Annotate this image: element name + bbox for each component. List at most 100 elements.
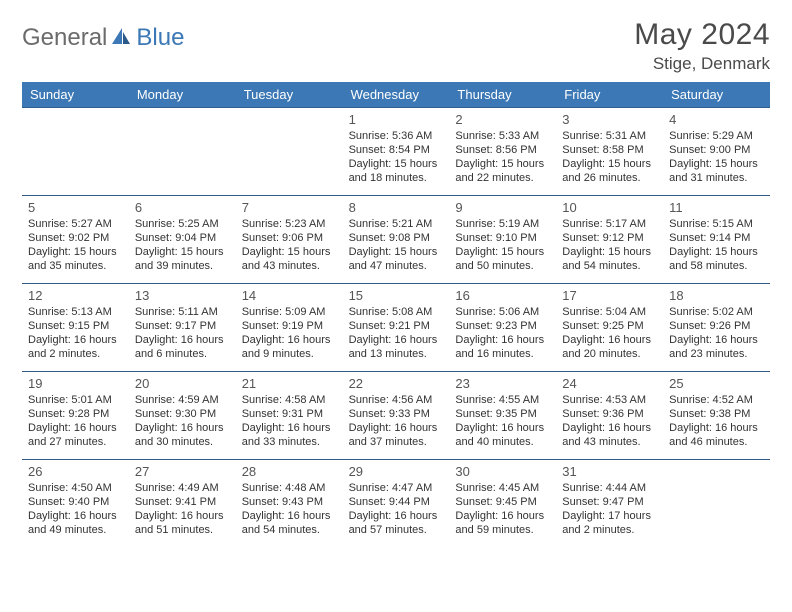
sunset-text: Sunset: 9:47 PM bbox=[562, 496, 657, 510]
dow-cell: Tuesday bbox=[236, 82, 343, 107]
daylight-text: Daylight: 15 hours bbox=[669, 246, 764, 260]
calendar-page: General Blue May 2024 Stige, Denmark Sun… bbox=[0, 0, 792, 565]
daylight-text: and 20 minutes. bbox=[562, 348, 657, 362]
day-cell: 3Sunrise: 5:31 AMSunset: 8:58 PMDaylight… bbox=[556, 107, 663, 195]
sunrise-text: Sunrise: 5:02 AM bbox=[669, 306, 764, 320]
day-number: 3 bbox=[562, 112, 657, 128]
day-number: 17 bbox=[562, 288, 657, 304]
dow-cell: Friday bbox=[556, 82, 663, 107]
daylight-text: Daylight: 16 hours bbox=[28, 510, 123, 524]
day-number: 11 bbox=[669, 200, 764, 216]
empty-cell bbox=[22, 107, 129, 195]
daylight-text: Daylight: 16 hours bbox=[28, 422, 123, 436]
daylight-text: and 26 minutes. bbox=[562, 172, 657, 186]
brand-part2: Blue bbox=[136, 24, 184, 52]
sunset-text: Sunset: 9:00 PM bbox=[669, 144, 764, 158]
brand-logo: General Blue bbox=[22, 18, 184, 52]
daylight-text: Daylight: 16 hours bbox=[349, 510, 444, 524]
month-title: May 2024 bbox=[634, 18, 770, 52]
daylight-text: Daylight: 16 hours bbox=[242, 510, 337, 524]
sunset-text: Sunset: 9:21 PM bbox=[349, 320, 444, 334]
sail-icon bbox=[110, 26, 132, 51]
daylight-text: Daylight: 15 hours bbox=[349, 246, 444, 260]
empty-cell bbox=[663, 459, 770, 547]
day-cell: 19Sunrise: 5:01 AMSunset: 9:28 PMDayligh… bbox=[22, 371, 129, 459]
daylight-text: Daylight: 15 hours bbox=[562, 246, 657, 260]
daylight-text: and 37 minutes. bbox=[349, 436, 444, 450]
sunset-text: Sunset: 9:12 PM bbox=[562, 232, 657, 246]
day-cell: 26Sunrise: 4:50 AMSunset: 9:40 PMDayligh… bbox=[22, 459, 129, 547]
sunrise-text: Sunrise: 5:13 AM bbox=[28, 306, 123, 320]
day-number: 1 bbox=[349, 112, 444, 128]
day-number: 13 bbox=[135, 288, 230, 304]
daylight-text: and 31 minutes. bbox=[669, 172, 764, 186]
sunrise-text: Sunrise: 5:31 AM bbox=[562, 130, 657, 144]
daylight-text: and 16 minutes. bbox=[455, 348, 550, 362]
day-cell: 10Sunrise: 5:17 AMSunset: 9:12 PMDayligh… bbox=[556, 195, 663, 283]
daylight-text: Daylight: 16 hours bbox=[669, 334, 764, 348]
day-cell: 12Sunrise: 5:13 AMSunset: 9:15 PMDayligh… bbox=[22, 283, 129, 371]
sunset-text: Sunset: 9:45 PM bbox=[455, 496, 550, 510]
daylight-text: and 58 minutes. bbox=[669, 260, 764, 274]
day-cell: 22Sunrise: 4:56 AMSunset: 9:33 PMDayligh… bbox=[343, 371, 450, 459]
day-cell: 28Sunrise: 4:48 AMSunset: 9:43 PMDayligh… bbox=[236, 459, 343, 547]
daylight-text: Daylight: 15 hours bbox=[135, 246, 230, 260]
sunset-text: Sunset: 8:56 PM bbox=[455, 144, 550, 158]
sunset-text: Sunset: 9:10 PM bbox=[455, 232, 550, 246]
sunrise-text: Sunrise: 4:52 AM bbox=[669, 394, 764, 408]
daylight-text: and 23 minutes. bbox=[669, 348, 764, 362]
sunset-text: Sunset: 9:31 PM bbox=[242, 408, 337, 422]
daylight-text: and 6 minutes. bbox=[135, 348, 230, 362]
sunrise-text: Sunrise: 5:33 AM bbox=[455, 130, 550, 144]
sunset-text: Sunset: 9:35 PM bbox=[455, 408, 550, 422]
daylight-text: Daylight: 15 hours bbox=[669, 158, 764, 172]
sunset-text: Sunset: 9:28 PM bbox=[28, 408, 123, 422]
day-number: 2 bbox=[455, 112, 550, 128]
daylight-text: and 59 minutes. bbox=[455, 524, 550, 538]
day-cell: 20Sunrise: 4:59 AMSunset: 9:30 PMDayligh… bbox=[129, 371, 236, 459]
daylight-text: Daylight: 16 hours bbox=[455, 510, 550, 524]
day-cell: 15Sunrise: 5:08 AMSunset: 9:21 PMDayligh… bbox=[343, 283, 450, 371]
sunset-text: Sunset: 9:23 PM bbox=[455, 320, 550, 334]
sunrise-text: Sunrise: 5:06 AM bbox=[455, 306, 550, 320]
sunrise-text: Sunrise: 4:48 AM bbox=[242, 482, 337, 496]
sunrise-text: Sunrise: 4:50 AM bbox=[28, 482, 123, 496]
day-cell: 8Sunrise: 5:21 AMSunset: 9:08 PMDaylight… bbox=[343, 195, 450, 283]
daylight-text: Daylight: 15 hours bbox=[455, 158, 550, 172]
daylight-text: Daylight: 16 hours bbox=[455, 422, 550, 436]
daylight-text: Daylight: 16 hours bbox=[562, 334, 657, 348]
day-cell: 21Sunrise: 4:58 AMSunset: 9:31 PMDayligh… bbox=[236, 371, 343, 459]
dow-cell: Monday bbox=[129, 82, 236, 107]
sunrise-text: Sunrise: 5:36 AM bbox=[349, 130, 444, 144]
daylight-text: and 2 minutes. bbox=[28, 348, 123, 362]
daylight-text: and 54 minutes. bbox=[242, 524, 337, 538]
daylight-text: and 39 minutes. bbox=[135, 260, 230, 274]
day-cell: 9Sunrise: 5:19 AMSunset: 9:10 PMDaylight… bbox=[449, 195, 556, 283]
dow-cell: Saturday bbox=[663, 82, 770, 107]
empty-cell bbox=[129, 107, 236, 195]
daylight-text: and 54 minutes. bbox=[562, 260, 657, 274]
daylight-text: and 2 minutes. bbox=[562, 524, 657, 538]
day-number: 16 bbox=[455, 288, 550, 304]
sunset-text: Sunset: 9:33 PM bbox=[349, 408, 444, 422]
sunrise-text: Sunrise: 5:08 AM bbox=[349, 306, 444, 320]
daylight-text: and 51 minutes. bbox=[135, 524, 230, 538]
day-number: 28 bbox=[242, 464, 337, 480]
daylight-text: Daylight: 16 hours bbox=[242, 334, 337, 348]
day-number: 6 bbox=[135, 200, 230, 216]
daylight-text: and 30 minutes. bbox=[135, 436, 230, 450]
sunset-text: Sunset: 9:15 PM bbox=[28, 320, 123, 334]
sunset-text: Sunset: 9:30 PM bbox=[135, 408, 230, 422]
sunset-text: Sunset: 9:14 PM bbox=[669, 232, 764, 246]
daylight-text: and 9 minutes. bbox=[242, 348, 337, 362]
calendar: SundayMondayTuesdayWednesdayThursdayFrid… bbox=[22, 82, 770, 547]
daylight-text: and 35 minutes. bbox=[28, 260, 123, 274]
day-cell: 31Sunrise: 4:44 AMSunset: 9:47 PMDayligh… bbox=[556, 459, 663, 547]
daylight-text: Daylight: 15 hours bbox=[562, 158, 657, 172]
daylight-text: and 43 minutes. bbox=[562, 436, 657, 450]
day-cell: 29Sunrise: 4:47 AMSunset: 9:44 PMDayligh… bbox=[343, 459, 450, 547]
dow-cell: Thursday bbox=[449, 82, 556, 107]
day-number: 27 bbox=[135, 464, 230, 480]
day-cell: 17Sunrise: 5:04 AMSunset: 9:25 PMDayligh… bbox=[556, 283, 663, 371]
daylight-text: Daylight: 15 hours bbox=[455, 246, 550, 260]
